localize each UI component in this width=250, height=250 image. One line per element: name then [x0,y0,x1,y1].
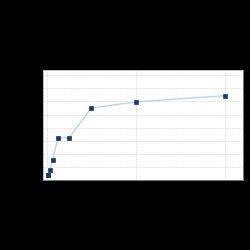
X-axis label: Human Glycogen Synthase Kinase 3 beta (GSK3b)
Concentration (ng/ml): Human Glycogen Synthase Kinase 3 beta (G… [64,196,222,206]
Y-axis label: OD: OD [17,120,22,130]
